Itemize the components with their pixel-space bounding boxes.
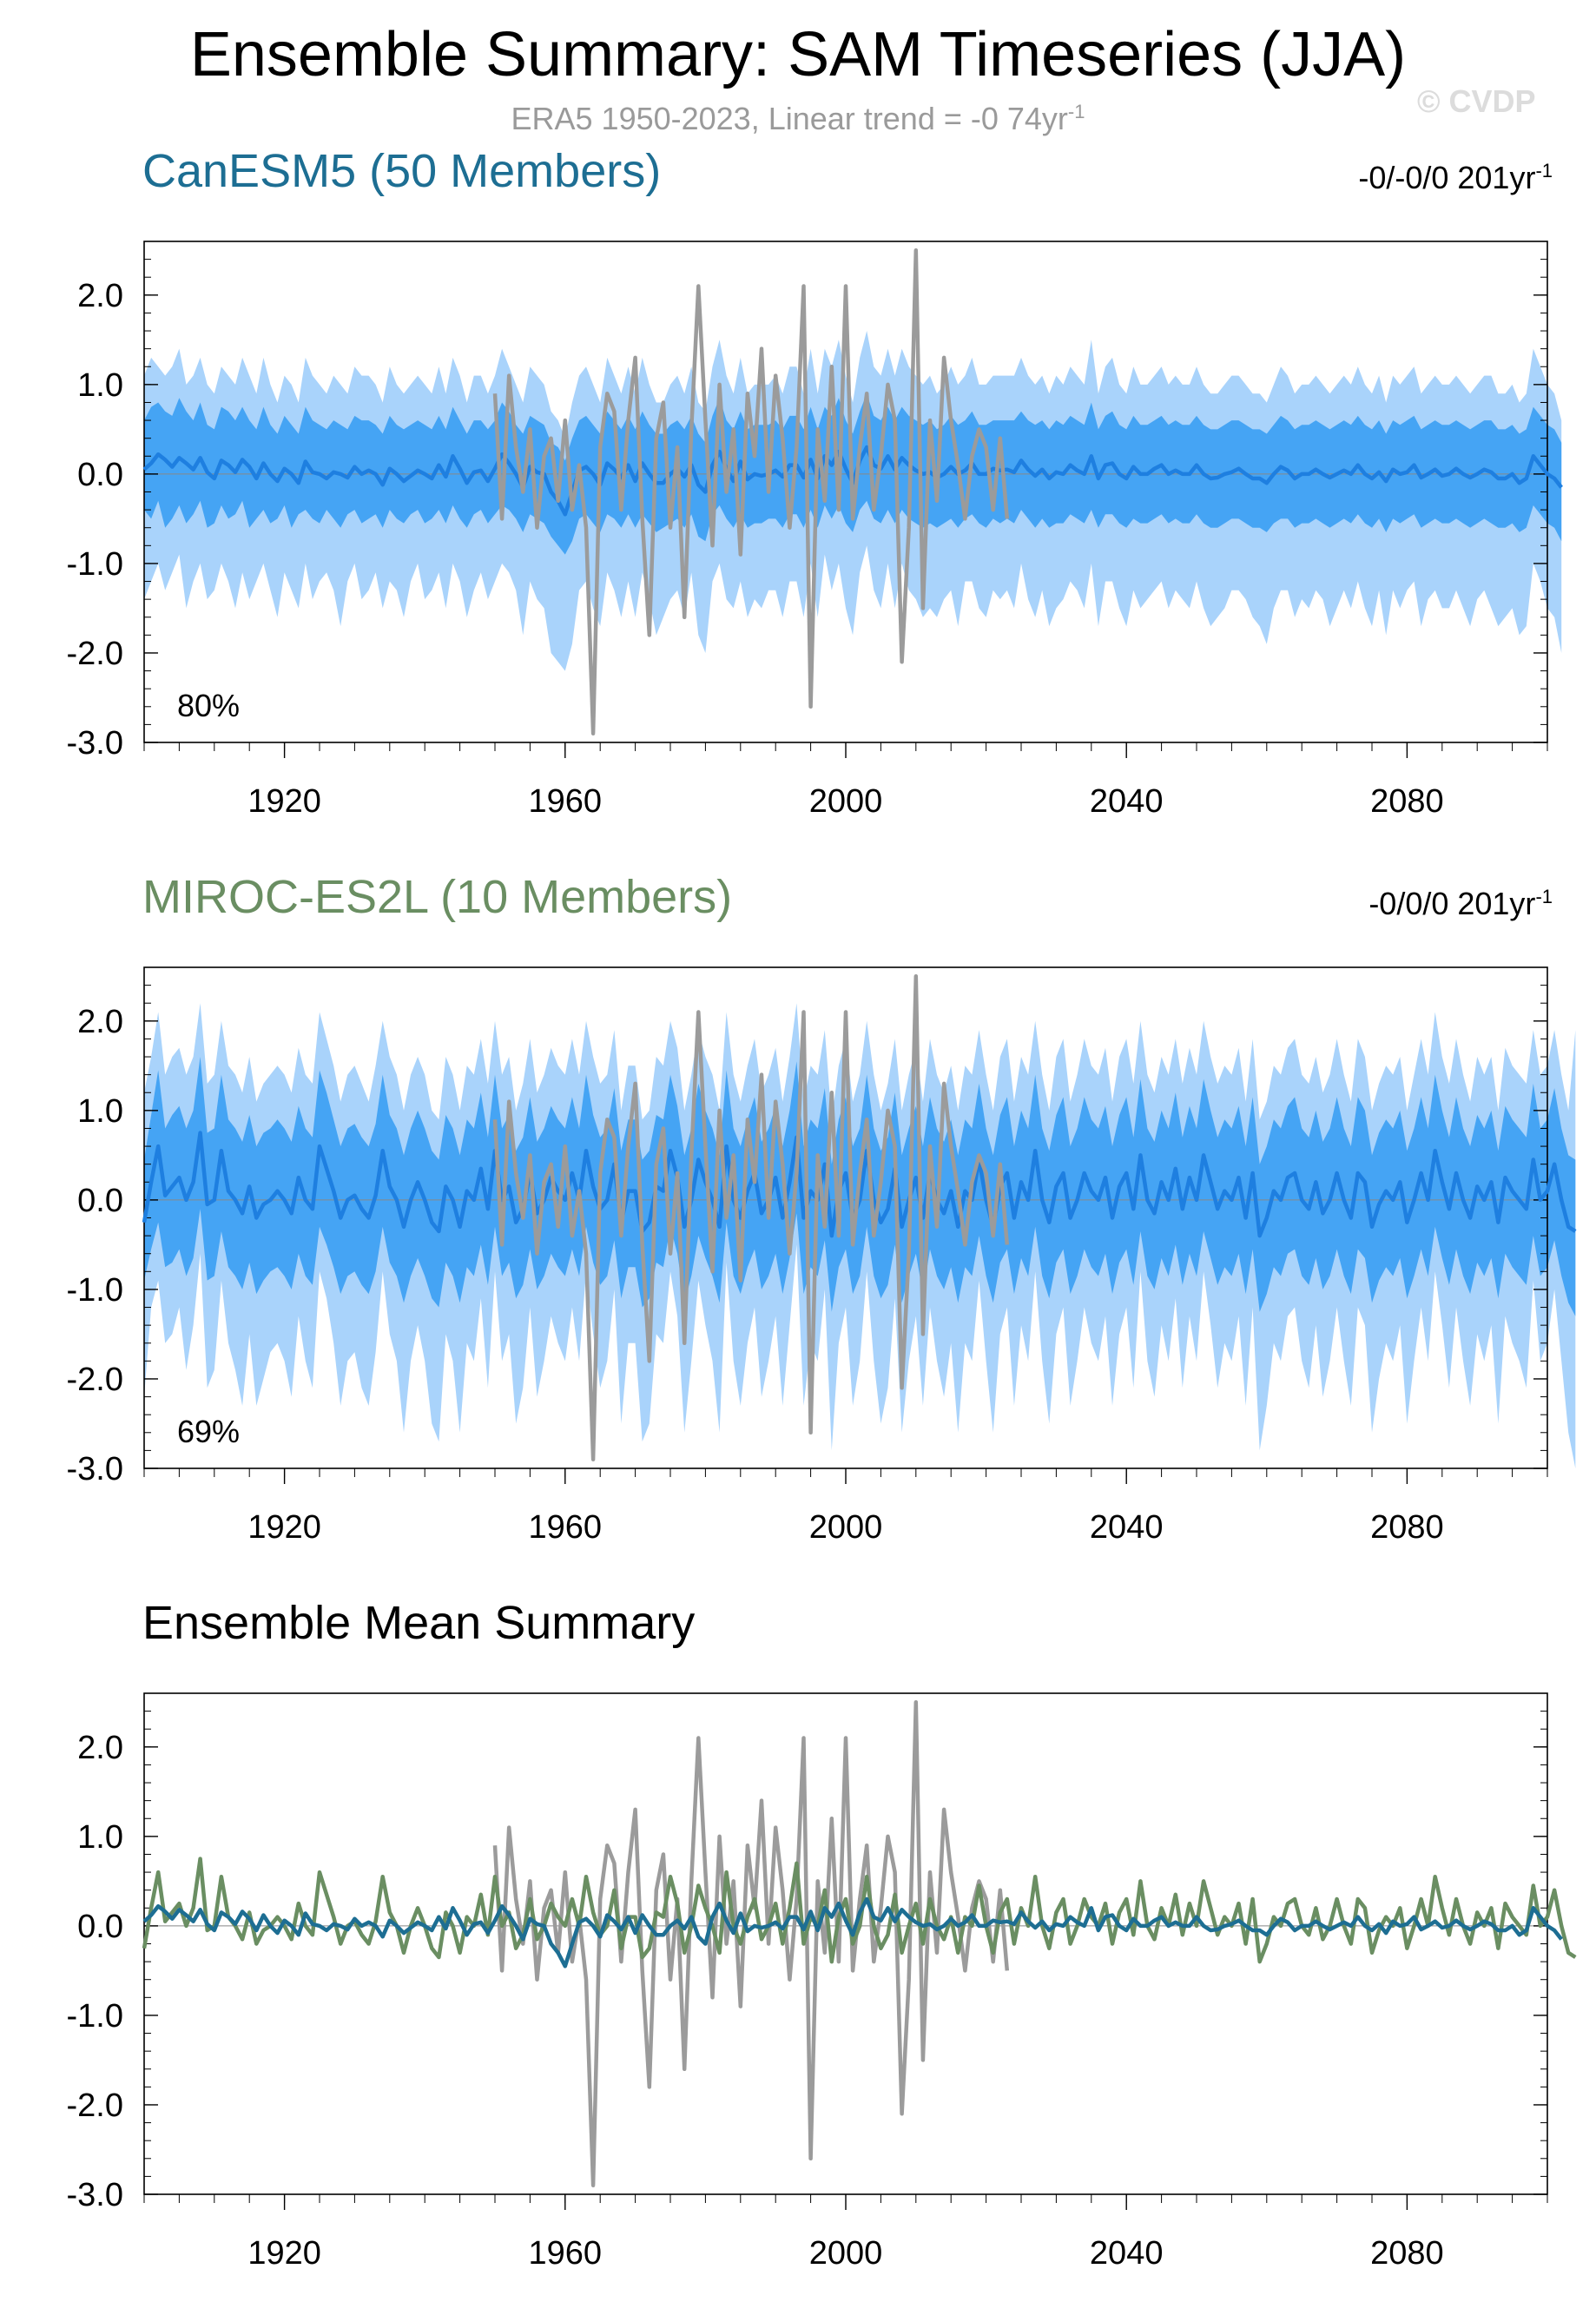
- trend-sup: -1: [1535, 160, 1553, 181]
- era5-obs-line: [492, 974, 1010, 1461]
- subtitle-text: ERA5 1950-2023, Linear trend = -0 74yr: [511, 101, 1068, 136]
- y-tick-label: 2.0: [77, 1004, 123, 1040]
- ensemble-mean-line: [142, 1131, 1577, 1238]
- x-tick-label: 2080: [1370, 783, 1444, 820]
- x-tick-label: 1920: [247, 1509, 321, 1546]
- y-tick-label: 1.0: [77, 367, 123, 404]
- x-tick-label: 2000: [809, 2235, 883, 2272]
- trend-text: -0/-0/0 201yr: [1358, 160, 1536, 195]
- y-tick-label: -3.0: [67, 1451, 123, 1487]
- x-tick-label: 2080: [1370, 2235, 1444, 2272]
- panel-title-miroc: MIROC-ES2L (10 Members): [142, 871, 733, 923]
- y-tick-label: 1.0: [77, 1819, 123, 1856]
- panel-trend-miroc: -0/0/0 201yr-1: [1368, 886, 1553, 922]
- x-tick-label: 2080: [1370, 1509, 1444, 1546]
- chart-panel-2: 2.0 1.0 0.0 -1.0 -2.0 -3.0 1920 1960 2000 2040 208…: [67, 966, 1577, 1546]
- trend-sup: -1: [1535, 886, 1553, 907]
- x-tick-label: 2040: [1090, 1509, 1164, 1546]
- y-tick-label: 2.0: [77, 1730, 123, 1766]
- chart-panel-1: 2.0 1.0 0.0 -1.0 -2.0 -3.0 1920 1960 2000 2040 208…: [67, 241, 1563, 820]
- x-tick-label: 2000: [809, 783, 883, 820]
- y-tick-label: -2.0: [67, 1362, 123, 1398]
- y-tick-label: 0.0: [77, 1183, 123, 1219]
- y-tick-label: -1.0: [67, 546, 123, 583]
- x-tick-label: 1920: [247, 2235, 321, 2272]
- x-tick-label: 2040: [1090, 783, 1164, 820]
- x-tick-label: 2040: [1090, 2235, 1164, 2272]
- y-tick-label: -1.0: [67, 1272, 123, 1309]
- watermark: © CVDP: [1417, 83, 1536, 119]
- y-tick-label: 0.0: [77, 457, 123, 493]
- trend-text: -0/0/0 201yr: [1368, 886, 1536, 921]
- panel-title-ensemble-mean: Ensemble Mean Summary: [142, 1597, 696, 1649]
- x-tick-label: 2000: [809, 1509, 883, 1546]
- chart-panel-3: 2.0 1.0 0.0 -1.0 -2.0 -3.0 1920 1960 2000 2040 208…: [67, 1692, 1577, 2272]
- y-tick-label: -2.0: [67, 636, 123, 672]
- y-tick-label: -1.0: [67, 1998, 123, 2035]
- line-miroc-es2l: [142, 1857, 1577, 1964]
- y-tick-label: -3.0: [67, 2177, 123, 2213]
- x-tick-label: 1960: [529, 2235, 603, 2272]
- panel-trend-canesm5: -0/-0/0 201yr-1: [1358, 160, 1553, 196]
- percent-annotation: 80%: [177, 688, 240, 723]
- subtitle-sup: -1: [1067, 101, 1085, 122]
- percent-annotation: 69%: [177, 1414, 240, 1449]
- figure-title: Ensemble Summary: SAM Timeseries (JJA): [189, 20, 1407, 89]
- y-tick-label: -3.0: [67, 725, 123, 762]
- y-tick-label: -2.0: [67, 2087, 123, 2124]
- x-tick-label: 1920: [247, 783, 321, 820]
- line-canesm5: [142, 1896, 1563, 1969]
- y-tick-label: 2.0: [77, 278, 123, 314]
- era5-obs-line: [492, 248, 1010, 735]
- figure-subtitle: ERA5 1950-2023, Linear trend = -0 74yr-1: [0, 101, 1596, 137]
- x-tick-label: 1960: [529, 783, 603, 820]
- y-tick-label: 0.0: [77, 1909, 123, 1945]
- y-tick-label: 1.0: [77, 1093, 123, 1130]
- panel-title-canesm5: CanESM5 (50 Members): [142, 145, 662, 197]
- x-tick-label: 1960: [529, 1509, 603, 1546]
